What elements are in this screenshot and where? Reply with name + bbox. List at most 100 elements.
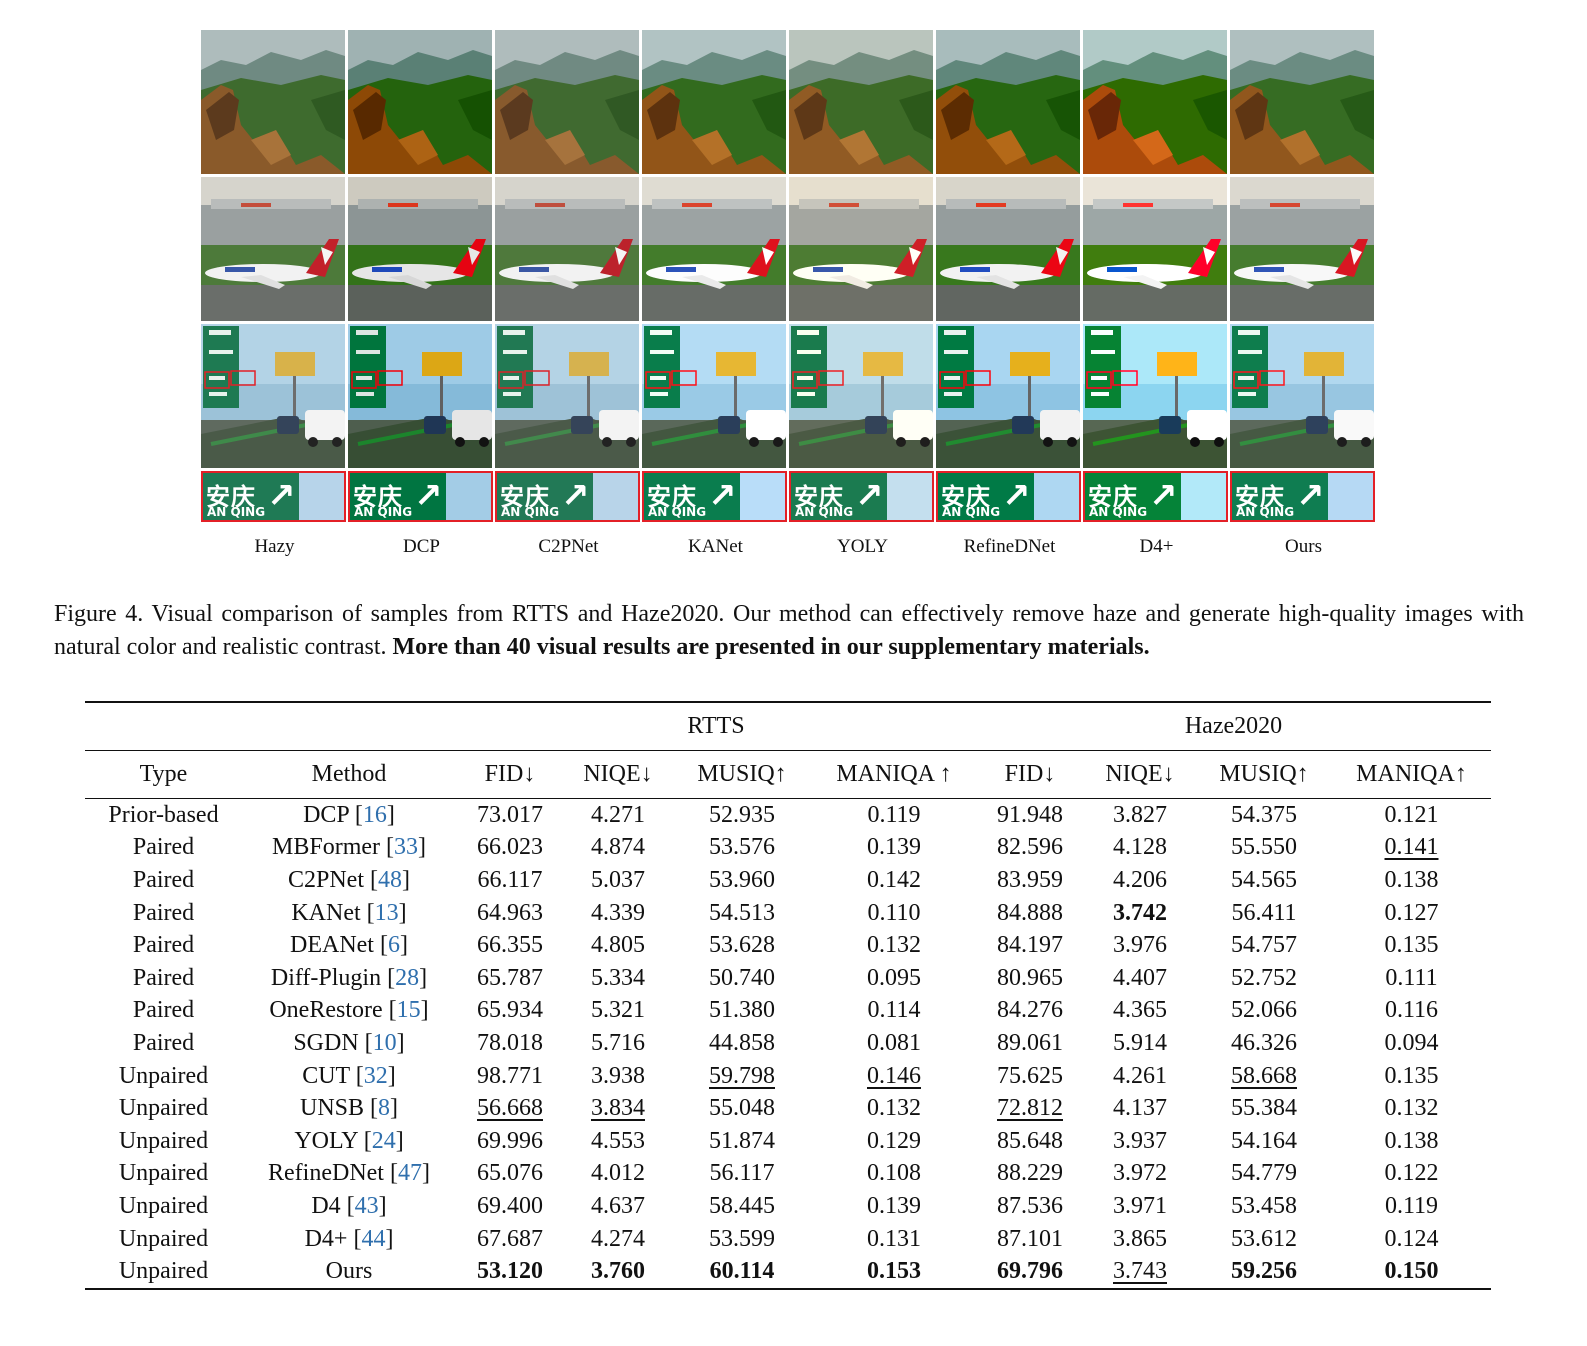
metric-value: 59.256 <box>1231 1258 1297 1285</box>
citation-link[interactable]: 48 <box>378 866 402 893</box>
metric-cell: 5.334 <box>564 962 672 995</box>
table-row: Unpaired D4+ [44] 67.687 4.274 53.599 0.131 87… <box>85 1223 1491 1256</box>
metric-cell: 0.095 <box>812 962 976 995</box>
metric-value: 53.612 <box>1231 1225 1297 1252</box>
sign-crop-chinese-text: 安庆 <box>206 483 256 511</box>
table-row: Unpaired RefineDNet [47] 65.076 4.012 56.117… <box>85 1158 1491 1191</box>
caption-bold-text: More than 40 visual results are presente… <box>392 634 1150 660</box>
column-header: FID↓ <box>1004 761 1056 787</box>
citation-link[interactable]: 43 <box>354 1192 379 1219</box>
sign-crop-zoom-yoly: 安庆 AN QING ↗ <box>789 471 934 522</box>
metric-cell: 52.066 <box>1196 995 1332 1028</box>
method-cell: OneRestore [15] <box>269 997 429 1024</box>
metric-value: 4.365 <box>1113 997 1167 1024</box>
type-cell: Unpaired <box>118 1160 209 1187</box>
method-name: YOLY <box>294 1127 358 1154</box>
table-row: Unpaired CUT [32] 98.771 3.938 59.798 0.146 75… <box>85 1060 1491 1093</box>
metric-cell: 65.787 <box>456 962 564 995</box>
metric-cell: 83.959 <box>976 864 1084 897</box>
metric-cell: 4.637 <box>564 1190 672 1223</box>
citation-link[interactable]: 33 <box>394 834 418 861</box>
metric-cell: 54.757 <box>1196 929 1332 962</box>
metric-cell: 53.120 <box>456 1255 564 1289</box>
table-row: Unpaired Ours 53.120 3.760 60.114 0.153 69.796… <box>85 1255 1491 1289</box>
metric-cell: 72.812 <box>976 1092 1084 1125</box>
metric-value: 0.124 <box>1384 1225 1439 1252</box>
sign-crop-chinese-text: 安庆 <box>500 483 550 511</box>
metric-cell: 44.858 <box>672 1027 812 1060</box>
citation-link[interactable]: 32 <box>363 1062 388 1089</box>
method-label-yoly: YOLY <box>837 536 888 557</box>
citation-link[interactable]: 16 <box>362 801 387 828</box>
metric-cell: 60.114 <box>672 1255 812 1289</box>
metric-value: 91.948 <box>997 801 1063 828</box>
arrow-up-right-icon: ↗ <box>855 476 884 516</box>
citation-link[interactable]: 13 <box>374 899 399 926</box>
citation-link[interactable]: 24 <box>371 1127 396 1154</box>
citation-link[interactable]: 44 <box>361 1225 386 1252</box>
method-cell: Diff-Plugin [28] <box>270 964 428 991</box>
sign-crop-chinese-text: 安庆 <box>794 483 844 511</box>
metric-value: 0.139 <box>867 834 921 861</box>
citation-link[interactable]: 10 <box>372 1029 397 1056</box>
arrow-up-right-icon: ↗ <box>267 476 296 516</box>
citation-link[interactable]: 15 <box>396 997 421 1024</box>
mountain-image-ours <box>1230 30 1374 174</box>
citation-link[interactable]: 6 <box>387 932 400 959</box>
metric-value: 88.229 <box>997 1160 1063 1187</box>
metric-value: 65.787 <box>477 964 543 991</box>
sign-crop-chinese-text: 安庆 <box>1235 483 1285 511</box>
method-label-kanet: KANet <box>688 536 743 557</box>
metric-cell: 54.513 <box>672 897 812 930</box>
metric-cell: 4.553 <box>564 1125 672 1158</box>
type-cell: Paired <box>132 834 195 861</box>
metric-cell: 5.914 <box>1084 1027 1196 1060</box>
citation-link[interactable]: 47 <box>397 1160 422 1187</box>
metric-cell: 4.206 <box>1084 864 1196 897</box>
type-cell: Prior-based <box>108 801 219 828</box>
sign-crop-pinyin-text: AN QING <box>1089 505 1148 519</box>
metric-value: 3.976 <box>1113 932 1167 959</box>
citation-link[interactable]: 8 <box>378 1095 391 1122</box>
metric-value: 46.326 <box>1231 1029 1297 1056</box>
metric-value: 73.017 <box>477 801 543 828</box>
type-cell: Paired <box>132 997 195 1024</box>
metric-value: 54.375 <box>1231 801 1297 828</box>
metric-value: 53.120 <box>477 1258 543 1285</box>
metric-cell: 4.339 <box>564 897 672 930</box>
metric-cell: 0.153 <box>812 1255 976 1289</box>
metric-cell: 4.128 <box>1084 832 1196 865</box>
metric-value: 0.122 <box>1384 1160 1439 1187</box>
citation-link[interactable]: 28 <box>395 964 420 991</box>
metric-value: 52.066 <box>1231 997 1297 1024</box>
metric-value: 0.108 <box>867 1160 921 1187</box>
metric-value: 53.576 <box>709 834 775 861</box>
metric-cell: 0.114 <box>812 995 976 1028</box>
table-group-rtts: RTTS <box>687 713 745 739</box>
metric-cell: 0.132 <box>812 929 976 962</box>
method-name: D4+ <box>304 1225 348 1252</box>
sign-crop-chinese-text: 安庆 <box>353 483 403 511</box>
metric-value: 0.094 <box>1384 1029 1439 1056</box>
metric-value: 59.798 <box>709 1062 775 1089</box>
metric-cell: 56.411 <box>1196 897 1332 930</box>
method-label-dcp: DCP <box>403 536 440 557</box>
metric-cell: 59.256 <box>1196 1255 1332 1289</box>
metric-cell: 4.874 <box>564 832 672 865</box>
method-cell: CUT [32] <box>302 1062 396 1089</box>
metric-value: 0.116 <box>1384 997 1439 1024</box>
metric-cell: 3.834 <box>564 1092 672 1125</box>
metric-cell: 0.116 <box>1332 995 1491 1028</box>
metric-value: 56.668 <box>477 1095 543 1122</box>
method-cell: Ours <box>242 1255 456 1289</box>
metric-value: 3.742 <box>1113 899 1167 926</box>
metric-cell: 3.937 <box>1084 1125 1196 1158</box>
method-name: Diff-Plugin <box>270 964 382 991</box>
metric-cell: 4.274 <box>564 1223 672 1256</box>
column-header: MUSIQ↑ <box>697 761 787 787</box>
metric-cell: 53.628 <box>672 929 812 962</box>
caption-label: Figure 4. <box>54 601 144 627</box>
sign-crop-background <box>203 473 344 520</box>
metric-value: 0.150 <box>1384 1258 1439 1285</box>
metric-cell: 5.716 <box>564 1027 672 1060</box>
